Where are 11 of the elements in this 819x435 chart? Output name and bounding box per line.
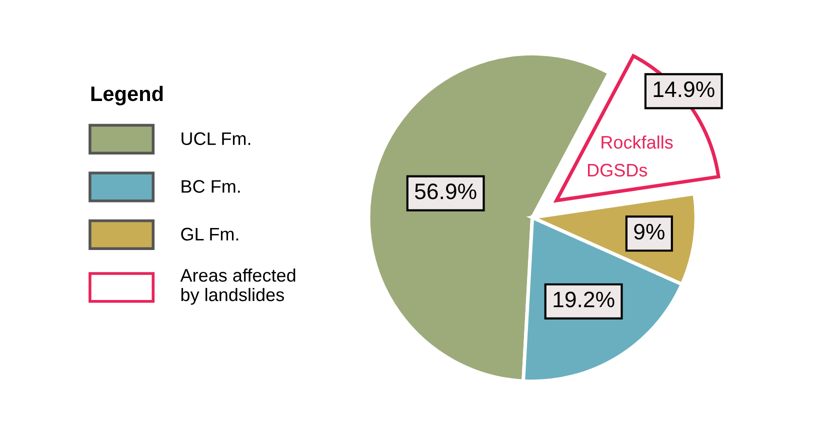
data-label: 19.2%	[554, 292, 614, 308]
text: DGSDs	[588, 164, 648, 177]
data-label: 56.9%	[414, 184, 476, 200]
data-label: 9%	[634, 224, 664, 240]
legend-title: Legend	[91, 86, 163, 106]
legend-label: UCL Fm.	[182, 132, 250, 146]
legend-label: BC Fm.	[182, 180, 240, 193]
text: Rockfalls	[602, 135, 673, 149]
data-label: 14.9%	[654, 81, 714, 98]
legend-label: GL Fm.	[181, 228, 238, 241]
legend-label: Areas affected by landslides	[180, 268, 296, 305]
